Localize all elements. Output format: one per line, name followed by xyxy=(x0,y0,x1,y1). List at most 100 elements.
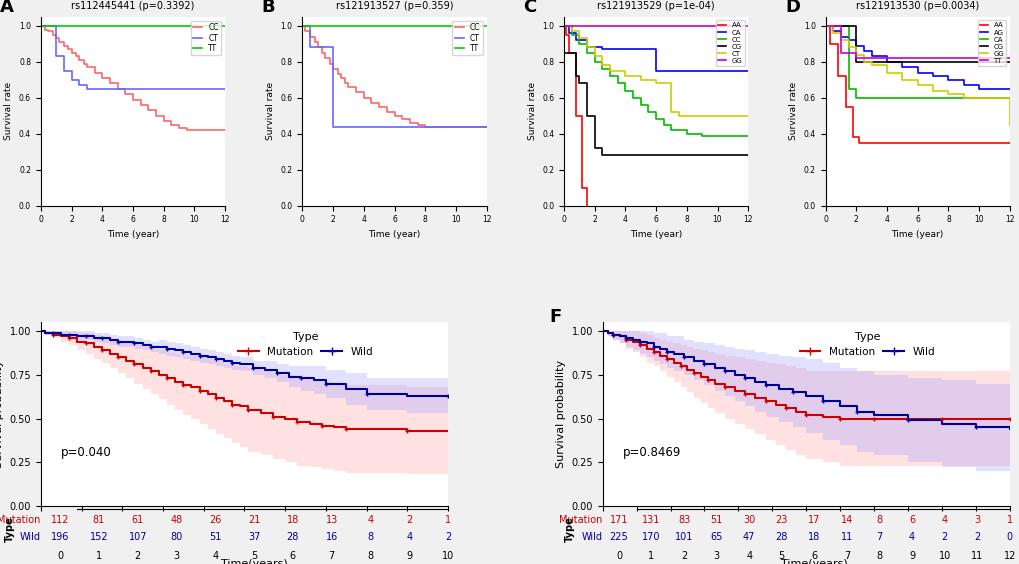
CC xyxy=(334,74,346,81)
Text: p=0.040: p=0.040 xyxy=(61,446,112,460)
CG xyxy=(581,112,593,119)
Text: 2: 2 xyxy=(681,552,687,561)
CC xyxy=(319,55,331,61)
Text: 51: 51 xyxy=(209,532,221,543)
Line: GG: GG xyxy=(824,26,1009,125)
GG xyxy=(1003,121,1015,128)
CG xyxy=(570,73,582,80)
CT xyxy=(73,82,86,89)
Text: Type: Type xyxy=(565,515,575,541)
Text: 8: 8 xyxy=(367,552,373,561)
AA xyxy=(570,112,582,119)
CC xyxy=(395,116,408,123)
CT xyxy=(557,23,570,29)
CC xyxy=(104,80,116,87)
CC xyxy=(404,120,416,126)
AG xyxy=(826,28,839,34)
Y-axis label: Survival rate: Survival rate xyxy=(266,82,275,140)
CC xyxy=(380,109,392,116)
CC xyxy=(649,116,661,123)
Text: 13: 13 xyxy=(325,515,337,525)
CC xyxy=(70,53,83,60)
CA xyxy=(603,46,615,52)
CC xyxy=(388,112,400,119)
Text: A: A xyxy=(0,0,14,16)
GG xyxy=(911,82,923,89)
Text: 3: 3 xyxy=(973,515,979,525)
Text: 152: 152 xyxy=(90,532,108,543)
Text: 1: 1 xyxy=(444,515,450,525)
Text: 171: 171 xyxy=(609,515,628,525)
CT xyxy=(304,44,316,51)
CC xyxy=(419,123,431,130)
AA xyxy=(561,50,574,56)
CC xyxy=(342,83,355,90)
CC xyxy=(50,35,62,42)
CT xyxy=(81,85,93,92)
Text: 1: 1 xyxy=(96,552,102,561)
CG xyxy=(1003,59,1015,65)
Text: 2: 2 xyxy=(406,515,412,525)
CC xyxy=(596,65,608,72)
CT xyxy=(664,109,677,116)
Text: 4: 4 xyxy=(367,515,373,525)
Text: 4: 4 xyxy=(941,515,947,525)
TT xyxy=(849,55,861,61)
Text: 26: 26 xyxy=(209,515,221,525)
CC xyxy=(309,39,321,46)
CC xyxy=(611,80,624,87)
Text: Wild: Wild xyxy=(581,532,602,543)
Text: Wild: Wild xyxy=(19,532,41,543)
CA xyxy=(561,30,574,37)
Text: 81: 81 xyxy=(93,515,105,525)
Line: CC: CC xyxy=(41,26,225,130)
CA xyxy=(570,37,582,43)
CC xyxy=(35,23,47,29)
X-axis label: Time (year): Time (year) xyxy=(368,230,420,239)
CT xyxy=(296,23,308,29)
CT xyxy=(334,123,346,130)
CC xyxy=(40,26,52,33)
Text: 0: 0 xyxy=(1006,532,1012,543)
CC xyxy=(204,127,216,134)
TT xyxy=(818,23,830,29)
Y-axis label: Survival probability: Survival probability xyxy=(0,360,4,468)
CC xyxy=(695,132,707,139)
Text: 51: 51 xyxy=(710,515,722,525)
CG xyxy=(596,152,608,158)
CC xyxy=(619,87,631,94)
CT xyxy=(588,53,600,60)
GG xyxy=(926,87,938,94)
Y-axis label: Survival probability: Survival probability xyxy=(555,360,566,468)
CC xyxy=(480,123,492,130)
CC xyxy=(742,132,754,139)
AA xyxy=(557,23,570,29)
CC xyxy=(411,121,423,128)
CC xyxy=(65,50,77,56)
CC xyxy=(96,74,108,81)
Text: 9: 9 xyxy=(908,552,914,561)
CC xyxy=(53,39,65,46)
CC xyxy=(135,102,147,108)
Text: 0: 0 xyxy=(57,552,63,561)
Text: 18: 18 xyxy=(807,532,819,543)
Text: 5: 5 xyxy=(251,552,257,561)
Text: 4: 4 xyxy=(212,552,218,561)
CA xyxy=(581,44,593,51)
Text: 2: 2 xyxy=(973,532,979,543)
Title: rs121913529 (p=1e-04): rs121913529 (p=1e-04) xyxy=(597,1,714,11)
CC xyxy=(680,130,692,137)
CT xyxy=(58,68,70,74)
Text: 14: 14 xyxy=(840,515,852,525)
CC xyxy=(565,32,577,38)
Text: 1: 1 xyxy=(648,552,654,561)
GG xyxy=(957,94,969,101)
CC xyxy=(581,50,593,56)
Text: 2: 2 xyxy=(135,552,141,561)
Text: F: F xyxy=(549,308,561,326)
Text: 21: 21 xyxy=(248,515,260,525)
CC xyxy=(327,65,339,72)
AG xyxy=(1003,85,1015,92)
TT xyxy=(1003,55,1015,61)
Text: 5: 5 xyxy=(777,552,785,561)
